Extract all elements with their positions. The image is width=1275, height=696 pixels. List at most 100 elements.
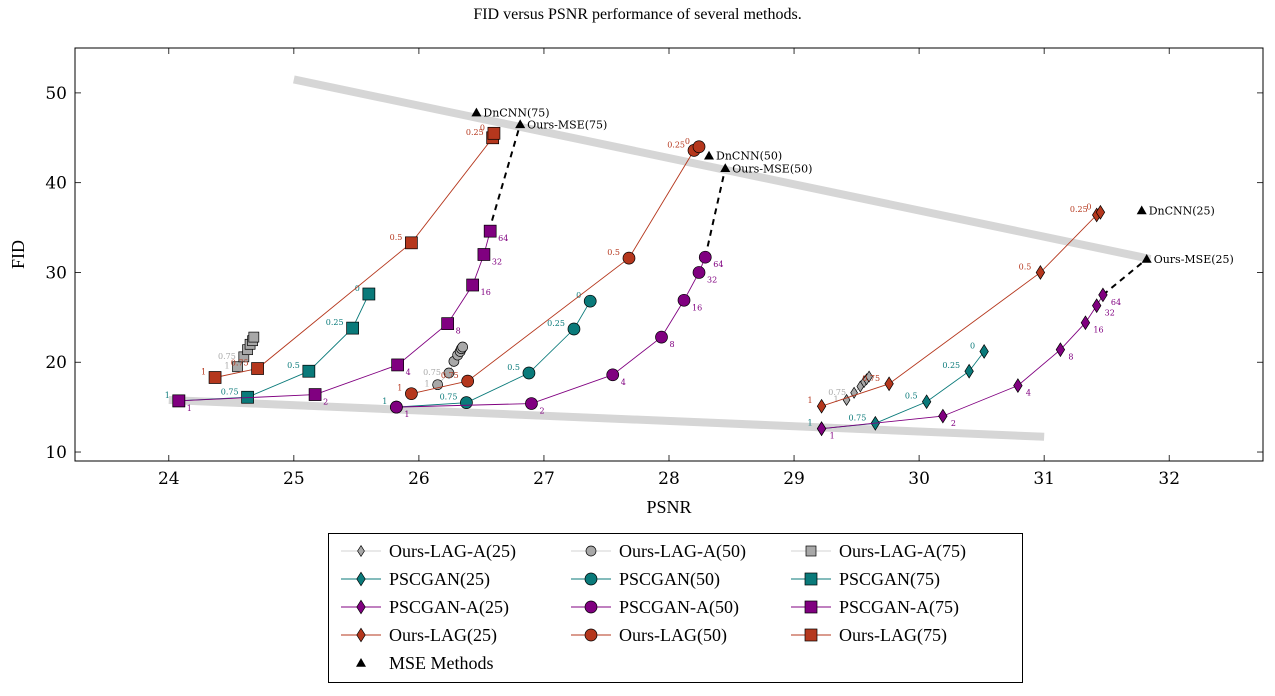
- data-point: [483, 224, 497, 238]
- y-axis-label: FID: [8, 240, 28, 269]
- x-tick-label: 24: [158, 469, 180, 489]
- data-point: [720, 163, 731, 173]
- legend-item: PSCGAN-A(75): [789, 594, 959, 620]
- data-label: 1: [382, 397, 387, 406]
- data-label: 0.5: [905, 392, 918, 401]
- data-point: [390, 400, 403, 414]
- legend-label: Ours-LAG(25): [389, 624, 497, 645]
- legend-swatch: [341, 627, 381, 643]
- legend-swatch: [571, 572, 611, 586]
- x-tick-label: 27: [533, 469, 555, 489]
- legend-label: PSCGAN(50): [619, 568, 721, 589]
- data-point: [1035, 265, 1046, 280]
- data-point: [692, 266, 706, 279]
- data-label: 2: [951, 419, 956, 428]
- legend-marker: [356, 571, 366, 587]
- data-point: [655, 330, 668, 344]
- data-label: 0.75: [828, 388, 846, 397]
- data-point: [1136, 205, 1147, 215]
- data-point: [466, 278, 480, 292]
- data-label: 0: [1086, 202, 1091, 211]
- data-label: 1: [165, 391, 170, 400]
- data-point: [515, 119, 526, 129]
- data-label: 1: [404, 410, 409, 419]
- trend-band-2: [168, 395, 1045, 441]
- dashed-link: [704, 168, 727, 258]
- x-tick-label: 29: [783, 469, 805, 489]
- data-point: [441, 317, 455, 330]
- data-label: 0.75: [849, 413, 867, 422]
- data-label: 0: [970, 341, 975, 350]
- legend-item: PSCGAN-A(50): [569, 594, 739, 620]
- legend-swatch: [791, 572, 831, 586]
- series-line: [178, 293, 370, 402]
- y-tick-label: 50: [45, 84, 67, 104]
- data-label: 8: [669, 340, 674, 349]
- legend-label: PSCGAN-A(25): [389, 596, 510, 617]
- legend-swatch: [791, 545, 831, 557]
- x-tick-label: 32: [1158, 469, 1180, 489]
- data-label: 0.75: [231, 359, 249, 368]
- legend-item: PSCGAN(50): [569, 566, 720, 592]
- series-pscgan-a-50-: [390, 250, 712, 414]
- data-label: 0.75: [221, 387, 239, 396]
- data-point: [362, 287, 376, 301]
- legend-marker: [804, 600, 818, 614]
- data-point: [308, 388, 322, 401]
- data-point: [457, 341, 469, 353]
- legend-swatch: [571, 545, 611, 557]
- legend-item: Ours-LAG(25): [339, 622, 497, 648]
- legend-item: Ours-LAG(75): [789, 622, 947, 648]
- data-point: [405, 236, 418, 250]
- data-point: [251, 362, 264, 375]
- legend-label: PSCGAN(25): [389, 568, 491, 589]
- data-label: 0.75: [862, 374, 880, 383]
- legend-item: Ours-LAG-A(25): [339, 538, 516, 564]
- dashed-link: [487, 124, 522, 232]
- data-point: [816, 398, 827, 414]
- data-label: 0.75: [218, 352, 236, 361]
- data-point: [208, 371, 222, 384]
- data-label: 1: [201, 368, 206, 377]
- data-point: [622, 251, 636, 265]
- data-label: 0.5: [390, 233, 403, 242]
- data-point: [1055, 342, 1066, 358]
- data-point: [1141, 253, 1152, 263]
- legend-label: Ours-LAG-A(25): [389, 540, 516, 561]
- legend-item: PSCGAN(75): [789, 566, 940, 592]
- data-label: 0: [576, 291, 581, 300]
- data-label: 0.75: [441, 371, 459, 380]
- legend-label: Ours-LAG(50): [619, 624, 727, 645]
- data-point: [938, 408, 948, 424]
- legend-label: MSE Methods: [389, 652, 494, 673]
- series-ours-lag-a-25-: [842, 370, 873, 407]
- legend-marker: [356, 658, 366, 667]
- data-label: 32: [707, 275, 717, 284]
- data-label: Ours-MSE(25): [1154, 253, 1234, 266]
- series-mse-methods: [471, 107, 1152, 263]
- legend-marker: [804, 628, 818, 642]
- data-label: 32: [492, 258, 502, 267]
- data-point: [1095, 204, 1106, 220]
- legend-label: Ours-LAG-A(75): [839, 540, 966, 561]
- legend-item: Ours-LAG(50): [569, 622, 727, 648]
- data-label: Ours-MSE(75): [527, 118, 607, 131]
- legend-item: MSE Methods: [339, 650, 494, 676]
- data-label: 4: [1026, 389, 1031, 398]
- legend-item: Ours-LAG-A(50): [569, 538, 746, 564]
- series-line: [821, 294, 1104, 430]
- data-point: [583, 294, 597, 308]
- series-pscgan-75-: [172, 287, 376, 408]
- y-tick-label: 30: [45, 263, 67, 283]
- data-point: [471, 107, 482, 117]
- legend-swatch: [571, 628, 611, 642]
- data-point: [302, 364, 316, 378]
- legend-marker: [584, 572, 598, 586]
- legend-marker: [584, 628, 598, 642]
- legend-label: Ours-LAG-A(50): [619, 540, 746, 561]
- data-point: [921, 394, 932, 410]
- dashed-link: [1102, 258, 1148, 296]
- y-tick-label: 20: [45, 353, 67, 373]
- data-label: 1: [830, 432, 835, 441]
- series-line: [396, 300, 591, 408]
